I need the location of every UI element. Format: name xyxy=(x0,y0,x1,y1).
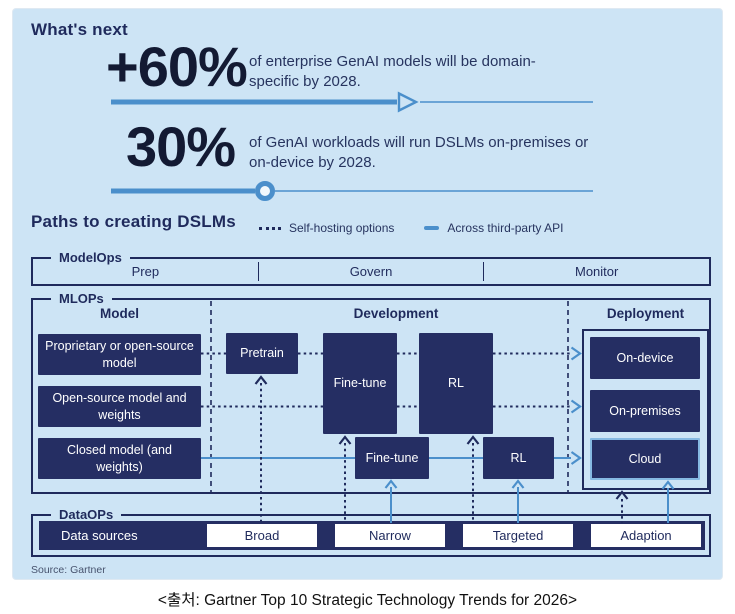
node-cloud: Cloud xyxy=(590,438,700,480)
node-open-source-model-and-weights: Open-source model and weights xyxy=(38,386,201,427)
stage-govern: Govern xyxy=(257,261,484,282)
node-rl-small: RL xyxy=(483,437,554,479)
node-pretrain: Pretrain xyxy=(226,333,298,374)
node-rl-tall: RL xyxy=(419,333,493,434)
deployment-inner-box xyxy=(582,329,709,490)
column-header-deployment: Deployment xyxy=(606,306,685,321)
data-source-narrow: Narrow xyxy=(335,524,445,547)
node-finetune-small: Fine-tune xyxy=(355,437,429,479)
column-header-model: Model xyxy=(100,306,139,321)
dataops-box: DataOPs xyxy=(31,507,711,557)
stage-prep: Prep xyxy=(131,264,160,279)
legend-label: Self-hosting options xyxy=(289,221,395,235)
node-proprietary-or-open-source-model: Proprietary or open-source model xyxy=(38,334,201,375)
modelops-stages: Prep Govern Monitor xyxy=(33,259,709,284)
node-on-device: On-device xyxy=(590,337,700,379)
node-on-premises: On-premises xyxy=(590,390,700,432)
arrow-marker-icon xyxy=(397,91,419,113)
infographic-card: What's next +60% of enterprise GenAI mod… xyxy=(12,8,723,580)
image-caption: <출처: Gartner Top 10 Strategic Technology… xyxy=(157,592,578,609)
paths-title: Paths to creating DSLMs xyxy=(31,212,236,231)
source-note: Source: Gartner xyxy=(31,564,106,576)
modelops-box: ModelOps Prep Govern Monitor xyxy=(31,250,711,286)
stat-30-progress-line xyxy=(111,181,593,201)
stat-60-description: of enterprise GenAI models will be domai… xyxy=(249,53,536,90)
mlops-box: MLOPs xyxy=(31,291,711,494)
column-header-development: Development xyxy=(353,306,439,321)
circle-marker-icon xyxy=(255,181,275,201)
data-sources-label: Data sources xyxy=(61,528,138,543)
data-source-adaption: Adaption xyxy=(591,524,701,547)
stat-30-value: 30% xyxy=(126,115,236,178)
legend-label: Across third-party API xyxy=(447,221,564,235)
legend-item-self-hosting: Self-hosting options xyxy=(259,221,394,235)
legend-item-third-party: Across third-party API xyxy=(424,221,563,235)
dataops-label: DataOPs xyxy=(51,507,122,523)
mlops-label: MLOPs xyxy=(51,291,112,307)
modelops-label: ModelOps xyxy=(51,250,130,266)
stat-30-description: of GenAI workloads will run DSLMs on-pre… xyxy=(249,134,589,171)
stage-monitor: Monitor xyxy=(483,261,709,282)
dotted-line-icon xyxy=(259,226,281,230)
node-closed-model-and-weights: Closed model (and weights) xyxy=(38,438,201,479)
stat-60-value: +60% xyxy=(106,35,248,98)
node-finetune-tall: Fine-tune xyxy=(323,333,397,434)
data-source-targeted: Targeted xyxy=(463,524,573,547)
legend: Self-hosting options Across third-party … xyxy=(259,221,563,235)
whats-next-title: What's next xyxy=(31,20,128,39)
solid-line-icon xyxy=(424,226,440,230)
data-source-broad: Broad xyxy=(207,524,317,547)
